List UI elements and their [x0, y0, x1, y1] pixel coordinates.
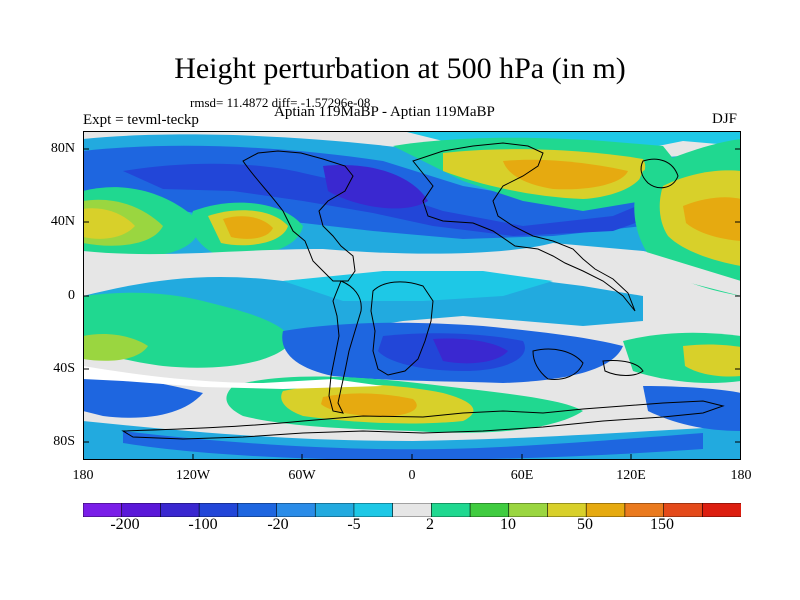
colorbar-label: -200: [110, 516, 140, 533]
colorbar-swatch: [121, 503, 162, 517]
coast-india-australia: [532, 348, 584, 380]
y-tick-label: 80N: [50, 141, 75, 156]
coastlines: [121, 142, 725, 440]
coast-antarctica: [121, 400, 725, 440]
colorbar-swatch: [508, 503, 549, 517]
colorbar-swatch: [392, 503, 433, 517]
field-tropics-light: [283, 271, 553, 301]
colorbar-label: 10: [500, 516, 516, 533]
colorbar-swatch: [701, 503, 741, 517]
field-left-high2-orange: [223, 216, 273, 239]
y-tick-label: 40S: [53, 361, 75, 376]
field-south-right-low: [643, 386, 741, 431]
x-tick-label: 0: [408, 468, 416, 483]
map-panel: [83, 131, 741, 460]
colorbar-swatch: [198, 503, 239, 517]
field-white-band-north: [83, 243, 741, 296]
y-tick-label: 0: [68, 288, 75, 303]
field-arctic-orange: [503, 159, 628, 190]
x-tick-label: 60E: [510, 468, 534, 483]
field-white-band-south: [83, 366, 383, 389]
colorbar-label: -5: [347, 516, 361, 533]
x-tick-label: 120W: [175, 468, 211, 483]
colorbar-swatch: [547, 503, 587, 517]
x-tick-label: 120E: [616, 468, 646, 483]
field-left-high-orange: [83, 208, 135, 239]
field-south-yellow-left: [83, 334, 148, 361]
colorbar-swatch: [314, 503, 355, 517]
colorbar-label: 150: [650, 516, 674, 533]
coast-north-america: [242, 150, 356, 282]
colorbar-label: -100: [188, 516, 218, 533]
coast-greenland: [640, 158, 679, 189]
field-south-blue-core2: [433, 338, 508, 364]
coast-islands: [602, 360, 644, 376]
colorbar: [83, 503, 741, 517]
field-south-yellow-right: [683, 344, 741, 377]
stats-text: rmsd= 11.4872 diff= -1.57296e-08: [190, 95, 371, 110]
field-pacific-low: [323, 165, 428, 209]
x-tick-label: 60W: [288, 468, 316, 483]
field-right-high-orange: [683, 197, 741, 241]
colorbar-swatch: [237, 503, 278, 517]
field-antarctic-low2: [123, 431, 703, 460]
colorbar-swatch: [353, 503, 394, 517]
colorbar-swatch: [431, 503, 471, 517]
colorbar-swatch: [276, 503, 317, 517]
colorbar-label: -20: [267, 516, 289, 533]
experiment-label: Expt = tevml-teckp: [83, 112, 199, 128]
coast-africa: [370, 281, 434, 376]
coast-asia: [412, 142, 636, 312]
field-south-pacific-low: [83, 371, 203, 418]
period-label: Aptian 119MaBP - Aptian 119MaBP: [274, 104, 495, 120]
plot-title: Height perturbation at 500 hPa (in m): [174, 52, 626, 85]
colorbar-swatch: [663, 503, 704, 517]
colorbar-label: 2: [426, 516, 434, 533]
colorbar-swatch: [83, 503, 123, 517]
y-tick-label: 80S: [53, 434, 75, 449]
colorbar-swatch: [160, 503, 200, 517]
season-label: DJF: [712, 111, 738, 127]
y-tick-label: 40N: [50, 214, 75, 229]
colorbar-swatch: [469, 503, 510, 517]
colorbar-swatch: [585, 503, 626, 517]
colorbar-swatch: [624, 503, 665, 517]
field-south-high-orange: [321, 393, 417, 417]
coast-south-america: [328, 280, 362, 414]
colorbar-label: 50: [577, 516, 593, 533]
map-ticks: [83, 148, 741, 460]
x-tick-label: 180: [72, 468, 94, 483]
x-tick-label: 180: [730, 468, 752, 483]
